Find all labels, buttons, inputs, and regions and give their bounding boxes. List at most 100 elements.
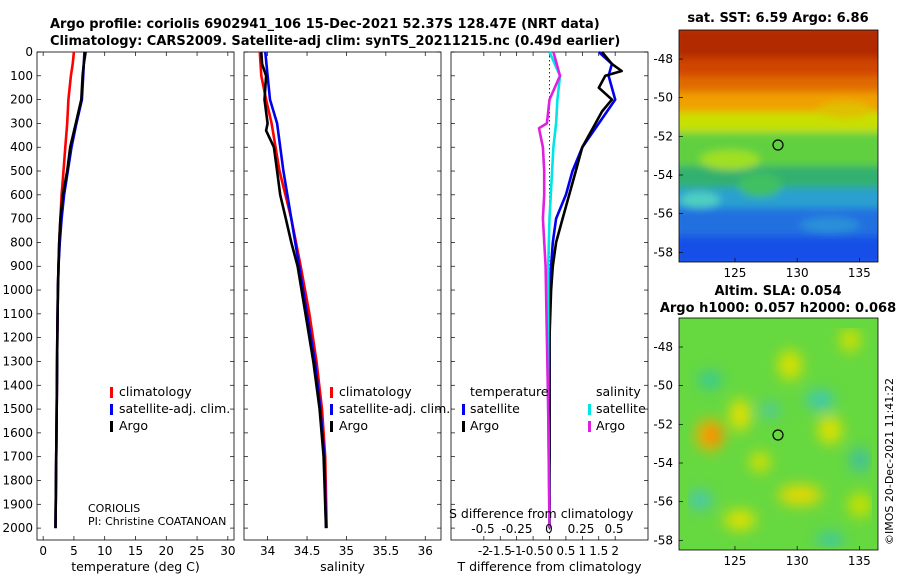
y-tick-label: 600 — [10, 188, 33, 202]
x-tick-label: 35 — [339, 544, 354, 558]
y-tick-label: 1400 — [2, 378, 33, 392]
x-tick-label: 34.5 — [294, 544, 321, 558]
x-tick-label: 36 — [418, 544, 433, 558]
x-tick-label: 1.5 — [589, 544, 608, 558]
map-y-tick-label: -58 — [653, 533, 673, 547]
x-tick-label: 10 — [97, 544, 112, 558]
temperature-panel: 0100200300400500600700800900100011001200… — [2, 45, 235, 574]
map-y-tick-label: -52 — [653, 129, 673, 143]
map-y-tick-label: -58 — [653, 245, 673, 259]
y-tick-label: 1900 — [2, 497, 33, 511]
s-diff-tick-label: -0.25 — [501, 522, 532, 536]
legend-swatch — [110, 421, 113, 432]
map-x-tick-label: 130 — [786, 266, 809, 280]
y-tick-label: 1100 — [2, 307, 33, 321]
legend-label: Argo — [339, 418, 368, 433]
salinity-panel: 34 34.5 35 35.5 36 salinity climatology satelli… — [243, 51, 450, 574]
difference-xlabel: T difference from climatology — [456, 559, 642, 574]
y-tick-label: 700 — [10, 212, 33, 226]
x-tick-label: 34 — [260, 544, 275, 558]
map-y-tick-label: -54 — [653, 168, 673, 182]
legend-label: Argo — [470, 418, 499, 433]
sla-map: 125 130 135 -48 -50 -52 -54 -56 -58 — [653, 317, 879, 568]
y-tick-label: 1500 — [2, 402, 33, 416]
x-tick-label: 15 — [128, 544, 143, 558]
sla-map-title-1: Altim. SLA: 0.054 — [715, 284, 842, 299]
s-diff-tick-label: 0.5 — [604, 522, 623, 536]
legend-label: Argo — [596, 418, 625, 433]
sst-map-title: sat. SST: 6.59 Argo: 6.86 — [687, 11, 868, 26]
x-tick-label: -1.5 — [489, 544, 512, 558]
series-argo — [54, 51, 87, 529]
salinity-axes-box — [243, 51, 442, 541]
map-y-tick-label: -56 — [653, 495, 673, 509]
legend-label: satellite — [470, 401, 520, 416]
sla-map-title-2: Argo h1000: 0.057 h2000: 0.068 — [660, 301, 896, 316]
salinity-xlabel: salinity — [320, 559, 365, 574]
series-t-argo — [548, 51, 623, 529]
legend-temp-header: temperature — [470, 384, 549, 399]
y-tick-label: 1300 — [2, 354, 33, 368]
s-diff-axis-label: S difference from climatology — [449, 506, 634, 521]
y-tick-label: 100 — [10, 69, 33, 83]
legend-label: satellite-adj. clim. — [339, 401, 450, 416]
x-tick-label: 0 — [546, 544, 554, 558]
map-y-tick-label: -56 — [653, 207, 673, 221]
sst-argo-marker — [772, 139, 784, 151]
x-tick-label: 0 — [39, 544, 47, 558]
map-y-tick-label: -52 — [653, 417, 673, 431]
y-tick-label: 1700 — [2, 450, 33, 464]
legend-swatch — [110, 404, 113, 415]
y-tick-label: 300 — [10, 116, 33, 130]
y-tick-label: 200 — [10, 93, 33, 107]
x-tick-label: 5 — [70, 544, 78, 558]
sla-argo-marker — [772, 429, 784, 441]
map-y-tick-label: -54 — [653, 456, 673, 470]
legend-label: satellite — [596, 401, 646, 416]
legend-swatch — [110, 387, 113, 398]
map-x-tick-label: 130 — [786, 554, 809, 568]
map-y-tick-label: -50 — [653, 91, 673, 105]
x-tick-label: 25 — [189, 544, 204, 558]
legend-label: climatology — [339, 384, 412, 399]
legend-swatch — [330, 404, 333, 415]
map-y-tick-label: -48 — [653, 52, 673, 66]
y-tick-label: 0 — [25, 45, 33, 59]
y-tick-label: 1800 — [2, 473, 33, 487]
x-tick-label: -0.5 — [521, 544, 544, 558]
legend-swatch — [330, 421, 333, 432]
sst-map: 125 130 135 -48 -50 -52 -54 -56 -58 — [653, 29, 879, 280]
difference-panel: -2-1.5-1-0.5 0 0.5 1 1.5 2T difference from c… — [449, 51, 649, 574]
title-line2: Climatology: CARS2009. Satellite-adj cli… — [50, 34, 620, 49]
x-tick-label: 30 — [220, 544, 235, 558]
legend-label: Argo — [119, 418, 148, 433]
map-y-tick-label: -50 — [653, 379, 673, 393]
source-agency: CORIOLIS — [88, 502, 140, 515]
y-tick-label: 2000 — [2, 521, 33, 535]
y-tick-label: 900 — [10, 259, 33, 273]
temperature-xlabel: temperature (deg C) — [71, 559, 200, 574]
s-diff-tick-label: 0.25 — [568, 522, 595, 536]
y-tick-label: 400 — [10, 140, 33, 154]
map-x-tick-label: 135 — [848, 266, 871, 280]
x-tick-label: -1 — [511, 544, 523, 558]
x-tick-label: 1 — [579, 544, 587, 558]
y-tick-label: 1000 — [2, 283, 33, 297]
x-tick-label: -2 — [478, 544, 490, 558]
series-argo — [260, 51, 328, 529]
map-y-tick-label: -48 — [653, 340, 673, 354]
x-tick-label: 20 — [159, 544, 174, 558]
s-diff-tick-label: -0.5 — [471, 522, 494, 536]
s-diff-tick-label: 0 — [545, 522, 553, 536]
legend-swatch — [330, 387, 333, 398]
legend-label: satellite-adj. clim. — [119, 401, 230, 416]
temperature-axes-box — [36, 51, 235, 541]
map-x-tick-label: 125 — [724, 266, 747, 280]
y-tick-label: 500 — [10, 164, 33, 178]
y-tick-label: 1600 — [2, 426, 33, 440]
x-tick-label: 2 — [611, 544, 619, 558]
x-tick-label: 0.5 — [556, 544, 575, 558]
legend-label: climatology — [119, 384, 192, 399]
legend-sal-header: salinity — [596, 384, 641, 399]
